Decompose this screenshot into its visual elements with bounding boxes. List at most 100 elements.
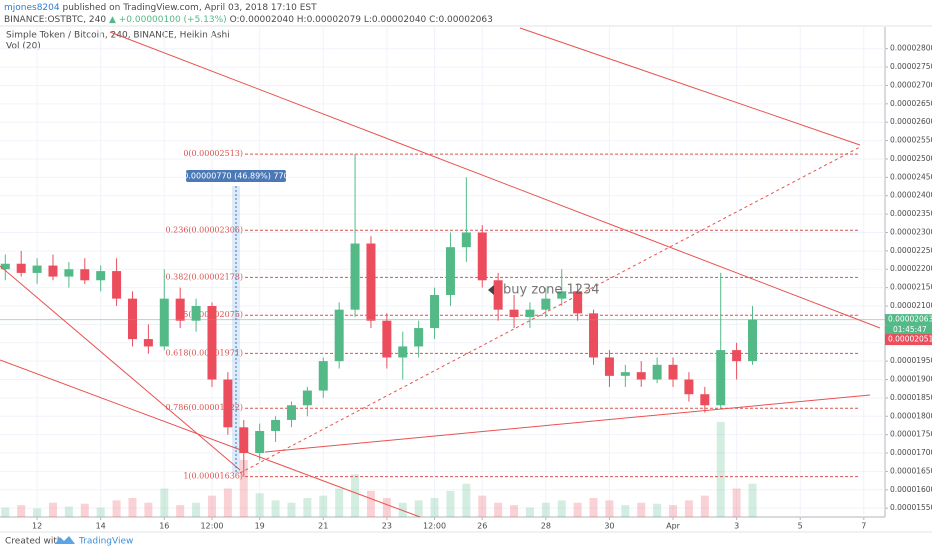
change: ▲ +0.00000100 (+5.13%) (109, 15, 227, 25)
candle-body (366, 243, 376, 321)
y-tick-label: 0.00002300 (890, 227, 932, 236)
candle-body (620, 372, 630, 376)
volume-bar (637, 502, 646, 517)
volume-bar (430, 498, 439, 517)
y-tick-label: 0.00002550 (890, 136, 932, 145)
candle-body (684, 379, 694, 395)
candle-body (748, 319, 758, 362)
volume-bar (1, 507, 10, 517)
x-tick-label: 12:00 (200, 522, 223, 531)
volume-bar (366, 490, 375, 517)
candle-body (191, 306, 201, 321)
y-tick-label: 0.00001600 (890, 485, 932, 494)
x-tick-label: 5 (798, 522, 803, 531)
x-tick-label: 30 (604, 522, 614, 531)
y-tick-label: 0.00002750 (890, 62, 932, 71)
candle-body (604, 357, 614, 376)
publisher[interactable]: mjones8204 (4, 3, 60, 13)
fib-label: 1(0.00001636) (183, 472, 243, 481)
x-tick-label: 23 (382, 522, 392, 531)
candle-body (493, 280, 503, 310)
published: published on TradingView.com, April 03, … (62, 3, 317, 13)
candle-body (525, 309, 535, 318)
candle-body (175, 298, 185, 321)
y-tick-label: 0.00002200 (890, 264, 932, 273)
candle-body (271, 419, 281, 431)
candle-body (652, 364, 662, 380)
volume-bar (255, 493, 264, 517)
y-tick-label: 0.00002650 (890, 99, 932, 108)
y-tick-label: 0.00002700 (890, 80, 932, 89)
trend-lines (0, 27, 881, 518)
candle-body (223, 379, 233, 428)
volume-bar (462, 483, 471, 517)
volume-bar (653, 503, 662, 517)
volume-bar (700, 495, 709, 517)
volume-bar (732, 488, 741, 517)
countdown-box (885, 325, 932, 336)
y-tick-label: 0.00002600 (890, 117, 932, 126)
volume-bar (716, 422, 725, 517)
y-tick-label: 0.00002800 (890, 44, 932, 53)
candle-body (334, 309, 344, 362)
candle-body (589, 313, 599, 358)
x-tick-label: 28 (541, 522, 551, 531)
candle-body (64, 269, 74, 277)
candle-body (732, 350, 742, 362)
y-tick-label: 0.00001650 (890, 466, 932, 475)
volume-bar (33, 508, 42, 517)
volume-bar (96, 507, 105, 517)
x-tick-label: 7 (861, 522, 866, 531)
x-tick-label: 3 (734, 522, 739, 531)
price-tag (885, 314, 932, 326)
candle-body (414, 328, 424, 347)
volume-bar (192, 502, 201, 517)
volume-bar (573, 502, 582, 517)
candle-body (430, 294, 440, 329)
candle-body (573, 291, 583, 314)
ohlc: O:0.00002040 H:0.00002079 L:0.00002040 C… (230, 15, 493, 25)
candle-body (461, 232, 471, 248)
countdown: 01:45:47 (893, 325, 927, 334)
volume-bar (382, 498, 391, 517)
footer-logo (55, 536, 75, 544)
volume-bar (494, 502, 503, 517)
y-tick-label: 0.00001850 (890, 393, 932, 402)
symbol: BINANCE:OSTBTC, 240 (4, 15, 106, 25)
candle-body (112, 271, 122, 299)
y-tick-label: 0.00001700 (890, 448, 932, 457)
footer-created: Created with (5, 537, 63, 547)
price-tag-label: 0.00002063 (888, 315, 932, 324)
price-tag-label: 0.00002051 (888, 335, 932, 344)
header-line1: mjones8204 published on TradingView.com,… (4, 3, 317, 13)
volume-bar (207, 495, 216, 517)
candle-body (541, 298, 551, 310)
x-tick-label: 19 (255, 522, 265, 531)
x-tick-label: Apr (666, 522, 681, 531)
candle-body (32, 265, 42, 273)
volume-bar (351, 474, 360, 517)
y-tick-label: 0.00001800 (890, 411, 932, 420)
candle-body (96, 271, 106, 281)
y-tick-label: 0.00002100 (890, 301, 932, 310)
price-tag (885, 334, 932, 346)
footer-brand[interactable]: TradingView (78, 537, 133, 547)
volume-bar (319, 495, 328, 517)
y-tick-label: 0.00001900 (890, 375, 932, 384)
candle-body (382, 320, 392, 358)
volume-bar (335, 488, 344, 517)
candle-body (16, 263, 26, 273)
fib-label: 0.618(0.00001971) (166, 348, 244, 357)
x-tick-label: 16 (159, 522, 169, 531)
y-tick-label: 0.00002450 (890, 172, 932, 181)
fib-label: 0.786(0.00001822) (166, 403, 244, 412)
volume-bar (287, 502, 296, 517)
volume-bar (414, 500, 423, 517)
candle-body (0, 263, 10, 270)
volume-bar (478, 495, 487, 517)
volume-bar (176, 505, 185, 517)
volume-bar (525, 507, 534, 517)
fib-label: 0.382(0.00002178) (166, 272, 244, 281)
